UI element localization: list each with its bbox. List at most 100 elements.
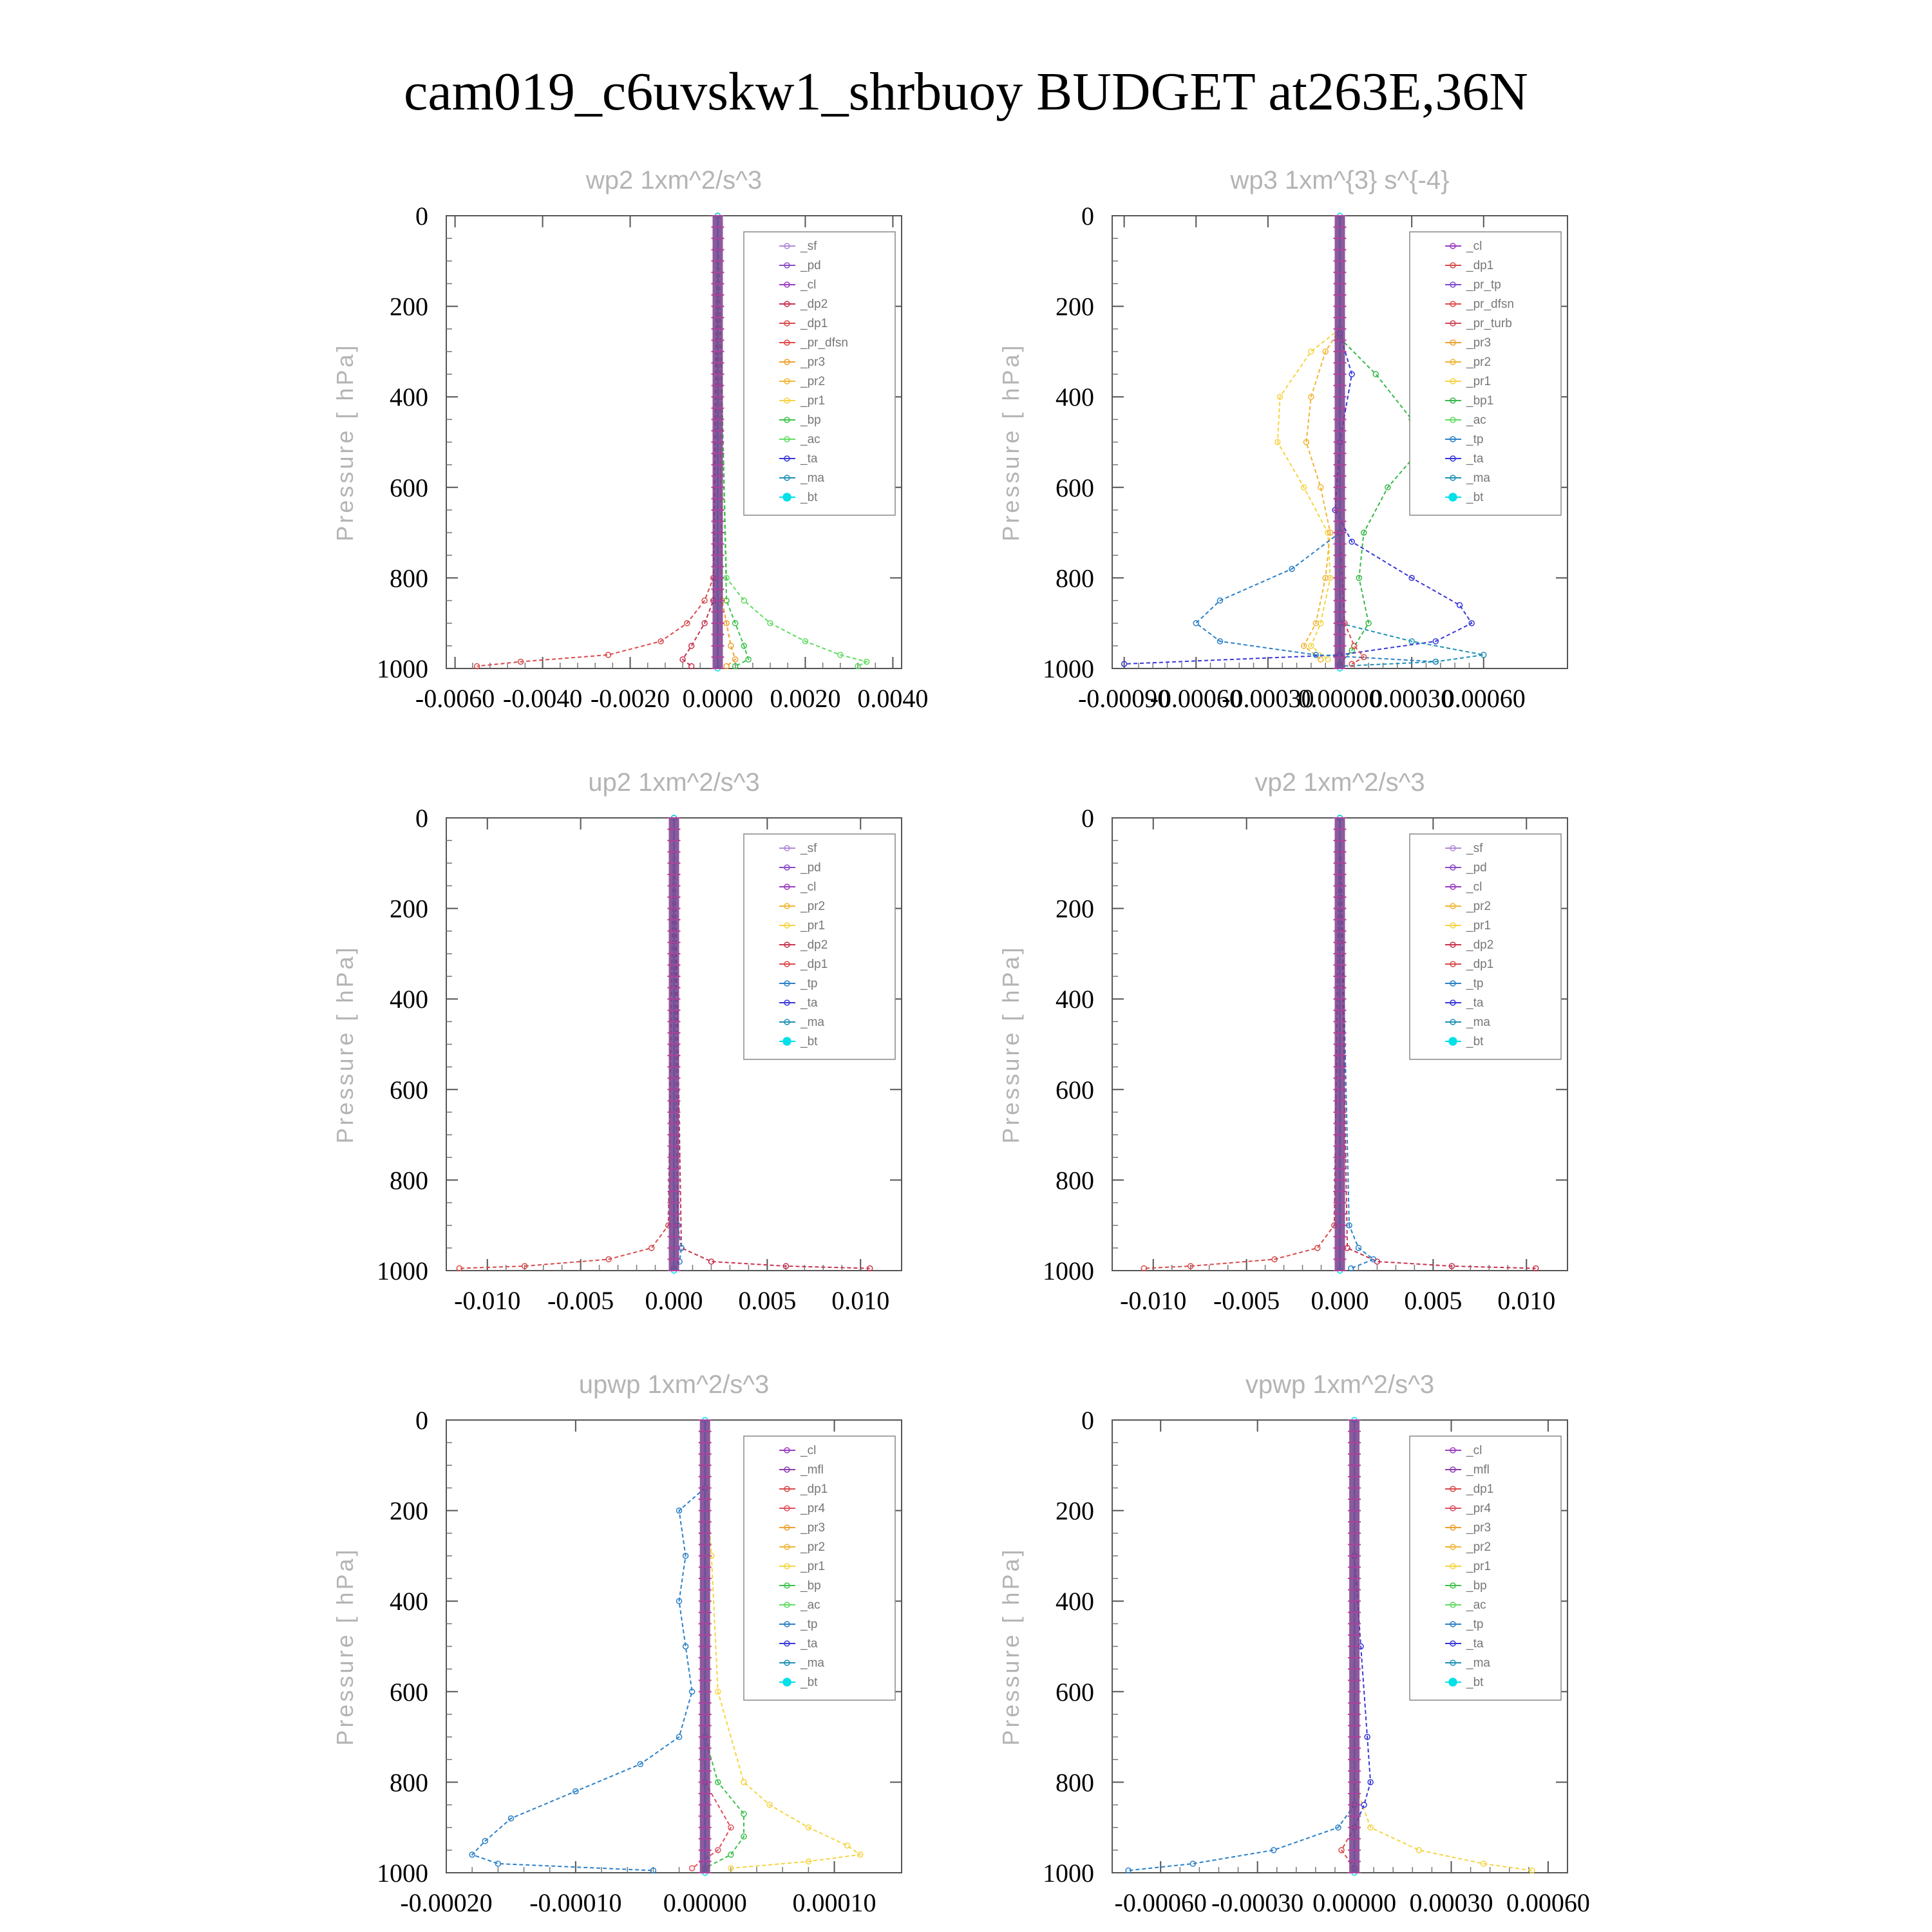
- legend-marker: [782, 1678, 791, 1687]
- series-line-bp: [717, 215, 750, 667]
- legend-entry: _pd: [1466, 861, 1487, 875]
- panel-4: vp2 1xm^2/s^3 Pressure [ hPa] -0.010 -0.005…: [998, 768, 1568, 1315]
- data-point: [676, 1734, 683, 1740]
- data-point: [1468, 620, 1475, 627]
- panel-title: up2 1xm^2/s^3: [588, 768, 760, 797]
- data-point: [701, 620, 708, 627]
- data-point: [805, 1824, 812, 1831]
- legend-marker: [784, 1544, 790, 1550]
- data-point: [1322, 574, 1329, 582]
- x-tick-label: 0.0040: [857, 684, 928, 713]
- legend-entry: _cl: [1466, 880, 1482, 894]
- y-tick-label: 1000: [1043, 1256, 1094, 1285]
- data-point: [767, 620, 773, 627]
- data-point: [1481, 652, 1487, 658]
- legend-marker: [784, 1466, 790, 1473]
- legend-box: [1409, 833, 1562, 1060]
- legend-marker: [1450, 980, 1456, 987]
- data-point: [605, 1256, 612, 1263]
- legend-entry: _bt: [1466, 1035, 1484, 1048]
- legend-entry: _ac: [1466, 1598, 1486, 1612]
- data-point: [688, 1689, 696, 1695]
- series-line-tp: [1128, 1804, 1355, 1871]
- legend-marker: [1450, 922, 1456, 929]
- legend-entry: _ta: [800, 452, 818, 466]
- legend-entry: _dp2: [800, 298, 828, 311]
- legend-marker: [784, 980, 790, 987]
- data-point: [1432, 638, 1439, 645]
- legend-entry: _pr4: [1466, 1502, 1491, 1515]
- data-point: [741, 597, 748, 604]
- series-line-ma: [1340, 622, 1484, 667]
- series-line-ta: [1124, 333, 1473, 665]
- x-tick-label: -0.00010: [529, 1888, 621, 1917]
- x-tick-label: -0.0060: [415, 684, 495, 713]
- y-tick-label: 200: [1056, 292, 1094, 321]
- legend-entry: _dp1: [800, 958, 828, 971]
- series-line-pr3: [717, 215, 736, 667]
- legend-marker: [1450, 1640, 1456, 1647]
- x-tick-label: -0.00060: [1115, 1888, 1207, 1917]
- y-tick-label: 400: [1056, 985, 1094, 1014]
- y-tick-label: 400: [390, 383, 428, 412]
- panel-3: up2 1xm^2/s^3 Pressure [ hPa] -0.010 -0.005…: [332, 768, 902, 1315]
- y-axis-label: Pressure [ hPa]: [998, 1547, 1024, 1745]
- legend-marker: [1450, 1447, 1456, 1454]
- data-point: [1361, 1801, 1367, 1808]
- legend-marker: [1450, 903, 1456, 909]
- legend-marker: [784, 339, 790, 346]
- data-point: [1356, 574, 1363, 582]
- series-line-dp2: [681, 215, 719, 667]
- legend-marker: [782, 1037, 791, 1046]
- legend-entry: _tp: [1466, 1618, 1483, 1631]
- data-point: [688, 663, 695, 670]
- data-point: [715, 1847, 721, 1853]
- legend-marker: [784, 1563, 790, 1569]
- data-point: [728, 1865, 734, 1871]
- data-point: [1303, 439, 1310, 446]
- data-point: [1121, 661, 1128, 667]
- legend-marker: [784, 397, 790, 404]
- legend-entry: _bp: [800, 1579, 821, 1593]
- data-point: [1317, 484, 1324, 491]
- legend-marker: [1450, 1505, 1456, 1511]
- legend-entry: _bp1: [1466, 394, 1493, 408]
- data-point: [1529, 1867, 1535, 1874]
- data-point: [1217, 638, 1224, 645]
- x-tick-label: -0.010: [454, 1286, 520, 1315]
- panel-5: upwp 1xm^2/s^3 Pressure [ hPa] -0.00020 -0.…: [332, 1370, 902, 1917]
- legend-marker: [784, 1582, 790, 1589]
- legend-marker: [784, 1524, 790, 1531]
- y-tick-label: 400: [1056, 383, 1094, 412]
- legend-entry: _mfl: [1466, 1463, 1490, 1477]
- legend-entry: _ta: [1466, 1637, 1484, 1651]
- data-point: [1432, 658, 1439, 665]
- y-tick-label: 400: [390, 1587, 428, 1616]
- legend-entry: _ta: [1466, 452, 1484, 466]
- y-axis-label: Pressure [ hPa]: [332, 1547, 358, 1745]
- legend-marker: [1450, 864, 1456, 871]
- data-point: [1360, 654, 1367, 661]
- y-tick-label: 1000: [377, 1256, 428, 1285]
- x-tick-label: -0.0020: [591, 684, 670, 713]
- x-tick-label: 0.00060: [1442, 684, 1526, 713]
- data-point: [741, 643, 748, 649]
- series-line-pr2: [1303, 328, 1341, 660]
- legend: _cl _mfl _dp1 _pr4 _pr3 _pr2 _pr1 _bp _ac _tp _ta _…: [743, 1435, 896, 1701]
- y-tick-label: 0: [415, 202, 428, 231]
- y-tick-label: 1000: [1043, 654, 1094, 683]
- legend-marker: [784, 1660, 790, 1666]
- data-point: [863, 658, 870, 665]
- x-tick-label: 0.00000: [663, 1888, 747, 1917]
- legend-entry: _pr2: [1466, 355, 1491, 369]
- data-point: [1349, 538, 1355, 545]
- data-point: [1312, 652, 1320, 658]
- legend-entry: _ma: [1466, 1016, 1490, 1029]
- data-point: [728, 1852, 734, 1858]
- legend-entry: _pr2: [800, 900, 825, 913]
- legend-marker: [1450, 1660, 1456, 1666]
- x-tick-label: 0.010: [831, 1286, 889, 1315]
- legend-marker: [784, 301, 790, 307]
- y-tick-label: 200: [1056, 895, 1094, 923]
- legend-entry: _pr2: [800, 1540, 825, 1554]
